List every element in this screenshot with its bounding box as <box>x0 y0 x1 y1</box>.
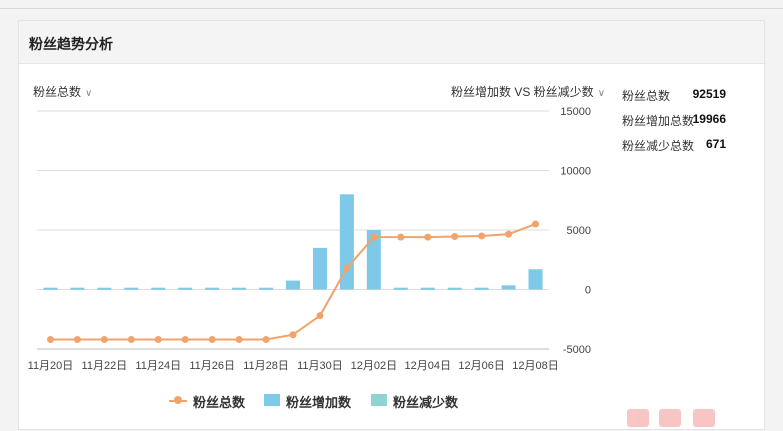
line-point <box>424 233 432 241</box>
line-point <box>100 335 108 343</box>
x-tick-label: 11月30日 <box>297 360 343 372</box>
x-tick-label: 11月24日 <box>135 360 181 372</box>
x-tick-label: 12月06日 <box>458 360 504 372</box>
bar-increase <box>474 287 489 290</box>
legend-dot-swatch <box>174 396 182 404</box>
metric-dropdown-label: 粉丝总数 <box>33 85 82 99</box>
compare-dropdown[interactable]: 粉丝增加数 VS 粉丝减少数 ∨ <box>451 83 605 100</box>
compare-dropdown-label: 粉丝增加数 VS 粉丝减少数 <box>451 85 594 99</box>
x-tick-label: 12月08日 <box>512 360 558 372</box>
bar-increase <box>366 230 381 290</box>
bar-increase <box>178 287 193 290</box>
bar-increase <box>420 287 435 290</box>
line-point <box>478 232 486 240</box>
y-tick-label: 0 <box>585 285 591 297</box>
metric-dropdown[interactable]: 粉丝总数 ∨ <box>33 83 92 100</box>
bar-increase <box>312 247 327 290</box>
line-point <box>532 220 540 228</box>
line-point <box>316 312 324 320</box>
stat-total: 粉丝总数 92519 <box>622 87 726 112</box>
bar-increase <box>70 287 85 290</box>
line-point <box>208 335 216 343</box>
stat-value: 92519 <box>692 87 726 101</box>
line-point <box>262 335 270 343</box>
line-point <box>73 335 81 343</box>
line-point <box>343 264 351 272</box>
bar-increase <box>501 285 516 290</box>
bar-increase <box>259 287 274 290</box>
stat-value: 671 <box>705 137 726 151</box>
line-point <box>46 335 54 343</box>
line-point <box>505 230 513 238</box>
panel-title: 粉丝趋势分析 <box>29 36 113 52</box>
stats-summary: 粉丝总数 92519 粉丝增加总数 19966 粉丝减少总数 671 <box>622 87 726 162</box>
x-tick-label: 11月28日 <box>243 360 289 372</box>
line-point <box>451 233 459 241</box>
x-tick-label: 12月04日 <box>404 360 450 372</box>
bar-increase <box>528 269 543 290</box>
line-point <box>397 233 405 241</box>
bar-increase <box>393 287 408 290</box>
bar-increase <box>339 194 354 290</box>
stat-label: 粉丝减少总数 <box>622 139 695 153</box>
bar-increase <box>43 287 58 290</box>
x-tick-label: 12月02日 <box>351 360 397 372</box>
x-tick-label: 11月26日 <box>189 360 235 372</box>
y-tick-label: 15000 <box>560 106 591 118</box>
line-point <box>181 335 189 343</box>
legend-label: 粉丝增加数 <box>286 395 352 410</box>
stat-increase: 粉丝增加总数 19966 <box>622 112 726 137</box>
y-tick-label: 5000 <box>567 225 591 237</box>
bar-increase <box>151 287 166 290</box>
chevron-down-icon: ∨ <box>85 88 93 99</box>
watermark-logo <box>627 409 715 427</box>
bar-increase <box>232 287 247 290</box>
x-tick-label: 11月20日 <box>28 360 74 372</box>
stat-value: 19966 <box>692 112 726 126</box>
bar-increase <box>447 287 462 290</box>
bar-increase <box>124 287 139 290</box>
fans-trend-panel: 粉丝趋势分析 粉丝总数 ∨ 粉丝增加数 VS 粉丝减少数 ∨ 15000 10000 5… <box>18 20 765 430</box>
panel-header: 粉丝趋势分析 <box>19 21 764 64</box>
line-point <box>235 335 243 343</box>
y-tick-label: -5000 <box>563 344 591 356</box>
chevron-down-icon: ∨ <box>597 88 606 99</box>
bar-increase <box>286 280 300 290</box>
top-divider <box>0 8 783 9</box>
y-tick-label: 10000 <box>560 166 591 178</box>
x-tick-label: 11月22日 <box>82 360 128 372</box>
stat-label: 粉丝增加总数 <box>622 114 695 128</box>
line-point <box>289 331 297 339</box>
legend-label: 粉丝总数 <box>193 395 246 410</box>
line-point <box>127 335 135 343</box>
stat-label: 粉丝总数 <box>622 89 671 103</box>
legend-bar-swatch <box>264 394 280 406</box>
line-point <box>370 233 378 241</box>
bar-increase <box>97 287 112 290</box>
line-point <box>154 335 162 343</box>
stat-decrease: 粉丝减少总数 671 <box>622 137 726 162</box>
bar-increase <box>205 287 220 290</box>
fans-trend-chart: 15000 10000 5000 0 -5000 11月20日 11月22日 11月24日 11… <box>28 106 591 372</box>
legend-bar-swatch <box>371 394 387 406</box>
legend-label: 粉丝减少数 <box>393 395 459 410</box>
